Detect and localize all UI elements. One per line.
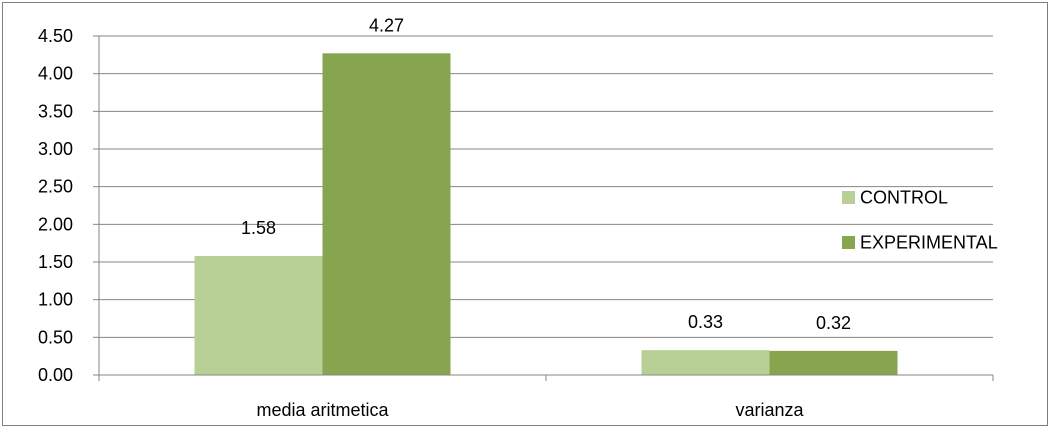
legend: CONTROL EXPERIMENTAL — [842, 188, 998, 253]
axes — [98, 36, 994, 381]
legend-swatch-control — [842, 191, 855, 204]
x-category-label: media aritmetica — [256, 400, 389, 420]
data-label: 0.32 — [816, 313, 851, 333]
y-tick-label: 3.50 — [38, 101, 73, 121]
bar-control-0 — [194, 255, 323, 375]
x-category-label: varianza — [735, 400, 804, 420]
y-tick-label: 0.00 — [38, 365, 73, 385]
y-tick-label: 4.50 — [38, 26, 73, 46]
category-labels: media aritmetica varianza — [256, 400, 804, 420]
legend-label-control: CONTROL — [860, 188, 948, 208]
y-tick-label: 1.50 — [38, 252, 73, 272]
y-tick-label: 4.00 — [38, 64, 73, 84]
bars — [194, 53, 898, 376]
data-label: 1.58 — [241, 218, 276, 238]
bar-experimental-0 — [322, 53, 451, 376]
y-tick-label: 0.50 — [38, 327, 73, 347]
y-tick-label: 3.00 — [38, 139, 73, 159]
y-tick-label: 2.00 — [38, 214, 73, 234]
y-axis-tick-labels: 0.00 0.50 1.00 1.50 2.00 2.50 3.00 3.50 4.00 4.50 — [38, 26, 73, 385]
legend-label-experimental: EXPERIMENTAL — [860, 233, 998, 253]
data-label: 0.33 — [688, 312, 723, 332]
data-label: 4.27 — [369, 15, 404, 35]
bar-experimental-1 — [769, 350, 898, 375]
data-labels: 1.58 4.27 0.33 0.32 — [241, 15, 851, 333]
y-tick-label: 1.00 — [38, 290, 73, 310]
legend-swatch-experimental — [842, 236, 855, 249]
y-tick-label: 2.50 — [38, 177, 73, 197]
bar-control-1 — [641, 350, 770, 375]
